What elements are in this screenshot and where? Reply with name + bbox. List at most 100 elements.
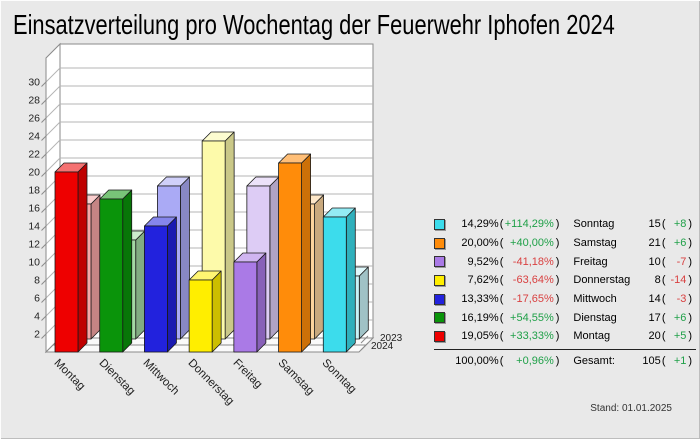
legend-color-swatch bbox=[434, 330, 445, 342]
legend-color-swatch bbox=[434, 274, 445, 286]
legend-percent-diff: +54,55% bbox=[510, 311, 554, 324]
legend-percent-diff: -41,18% bbox=[512, 255, 554, 268]
bar-side-face bbox=[224, 131, 235, 340]
y-tick-label: 6 bbox=[34, 293, 40, 305]
legend-percent: 13,33% bbox=[461, 293, 499, 306]
legend-count: 10 bbox=[648, 255, 661, 268]
bar-side-face bbox=[90, 194, 101, 340]
bar-front-face bbox=[322, 216, 347, 353]
legend-percent: 7,62% bbox=[467, 274, 499, 287]
y-tick bbox=[41, 225, 47, 231]
gridline-depth bbox=[45, 103, 61, 119]
legend-day-label: Sonntag bbox=[573, 218, 615, 231]
legend-day-label: Mittwoch bbox=[573, 293, 617, 306]
y-tick bbox=[41, 171, 47, 177]
legend-percent-diff: -63,64% bbox=[512, 274, 554, 287]
y-tick-label: 12 bbox=[28, 239, 40, 251]
bar-donnerstag-2024 bbox=[188, 270, 222, 353]
y-tick bbox=[41, 243, 47, 249]
legend-count: 21 bbox=[648, 237, 661, 250]
legend-percent: 14,29% bbox=[461, 218, 499, 231]
bar-front-face bbox=[54, 171, 79, 353]
y-tick bbox=[41, 135, 47, 141]
y-tick bbox=[41, 297, 47, 303]
legend-count-diff: +1 bbox=[673, 354, 687, 367]
bar-front-face bbox=[99, 198, 124, 353]
legend-count-diff: -14 bbox=[670, 274, 687, 287]
gridline-depth bbox=[45, 157, 61, 173]
bar-front-face bbox=[188, 279, 213, 353]
y-tick bbox=[41, 279, 47, 285]
bar-side-face bbox=[211, 270, 222, 353]
legend-color-swatch bbox=[434, 237, 445, 249]
bar-front-face bbox=[278, 162, 302, 353]
y-tick-label: 14 bbox=[28, 221, 40, 233]
legend-day-label: Freitag bbox=[573, 255, 608, 268]
bar-side-face bbox=[358, 266, 369, 340]
legend-count: 15 bbox=[648, 218, 661, 231]
stand-date-label: Stand: 01.01.2025 bbox=[590, 403, 672, 414]
depth-tick-2024 bbox=[360, 342, 369, 351]
legend-row-freitag: 9,52%(-41,18%) Freitag 10(-7) bbox=[434, 252, 696, 271]
depth-tick-2023 bbox=[360, 335, 369, 344]
bar-montag-2024 bbox=[54, 162, 88, 353]
legend-day-label: Donnerstag bbox=[573, 274, 631, 287]
y-tick bbox=[41, 189, 47, 195]
y-tick-label: 4 bbox=[34, 311, 40, 323]
bar-side-face bbox=[301, 153, 311, 353]
legend-count-diff: +8 bbox=[673, 218, 687, 231]
legend-percent-diff: +114,29% bbox=[504, 218, 554, 231]
bar-side-face bbox=[122, 189, 133, 353]
gridline-depth bbox=[45, 85, 61, 101]
y-tick-label: 24 bbox=[28, 131, 40, 143]
legend-row-montag: 19,05%(+33,33%) Montag 20(+5) bbox=[434, 327, 696, 346]
legend-count-diff: +6 bbox=[673, 311, 687, 324]
legend-row-dienstag: 16,19%(+54,55%) Dienstag 17(+6) bbox=[434, 308, 696, 327]
legend-count: 20 bbox=[648, 330, 661, 343]
legend-color-swatch bbox=[434, 293, 445, 305]
legend-percent-diff: +33,33% bbox=[510, 330, 554, 343]
bar-side-face bbox=[269, 176, 280, 340]
bar-side-face bbox=[256, 252, 267, 353]
y-tick-label: 20 bbox=[28, 167, 40, 179]
y-tick bbox=[41, 81, 47, 87]
bar-freitag-2024 bbox=[233, 252, 267, 353]
y-tick-label: 16 bbox=[28, 203, 40, 215]
legend-day-label: Samstag bbox=[573, 237, 617, 250]
y-tick bbox=[41, 99, 47, 105]
depth-label-2024: 2024 bbox=[371, 341, 394, 352]
legend-row-mittwoch: 13,33%(-17,65%) Mittwoch 14(-3) bbox=[434, 290, 696, 309]
bar-front-face bbox=[233, 261, 258, 353]
legend-percent: 9,52% bbox=[467, 255, 499, 268]
legend-count-diff: -3 bbox=[676, 293, 687, 306]
legend-total-row: 100,00%(+0,96%) Gesamt: 105(+1) bbox=[434, 348, 696, 370]
bar-side-face bbox=[180, 176, 190, 340]
legend-percent: 16,19% bbox=[461, 311, 499, 324]
legend-count: 14 bbox=[648, 293, 661, 306]
legend-row-samstag: 20,00%(+40,00%) Samstag 21(+6) bbox=[434, 234, 696, 253]
legend-count: 17 bbox=[648, 311, 661, 324]
bar-side-face bbox=[77, 162, 88, 353]
y-tick-label: 2 bbox=[34, 329, 40, 341]
legend-color-swatch bbox=[434, 218, 445, 230]
legend-color-swatch bbox=[434, 256, 445, 268]
legend-percent-diff: +0,96% bbox=[516, 354, 554, 367]
bar-samstag-2024 bbox=[278, 153, 311, 353]
gridline-depth bbox=[45, 139, 61, 155]
bar-mittwoch-2024 bbox=[144, 216, 177, 353]
gridline-depth bbox=[45, 67, 61, 83]
legend-row-sonntag: 14,29%(+114,29%) Sonntag 15(+8) bbox=[434, 215, 696, 234]
chart-title: Einsatzverteilung pro Wochentag der Feue… bbox=[13, 9, 615, 40]
y-tick bbox=[41, 117, 47, 123]
gridline-depth bbox=[45, 121, 61, 137]
bar-side-face bbox=[167, 216, 177, 353]
bar-side-face bbox=[345, 207, 356, 353]
y-tick bbox=[41, 153, 47, 159]
legend-count: 105 bbox=[642, 354, 661, 367]
legend-percent-diff: -17,65% bbox=[512, 293, 554, 306]
legend-row-donnerstag: 7,62%(-63,64%) Donnerstag 8(-14) bbox=[434, 271, 696, 290]
bar-sonntag-2024 bbox=[322, 207, 356, 353]
legend-count-diff: -7 bbox=[676, 255, 687, 268]
y-tick bbox=[41, 315, 47, 321]
